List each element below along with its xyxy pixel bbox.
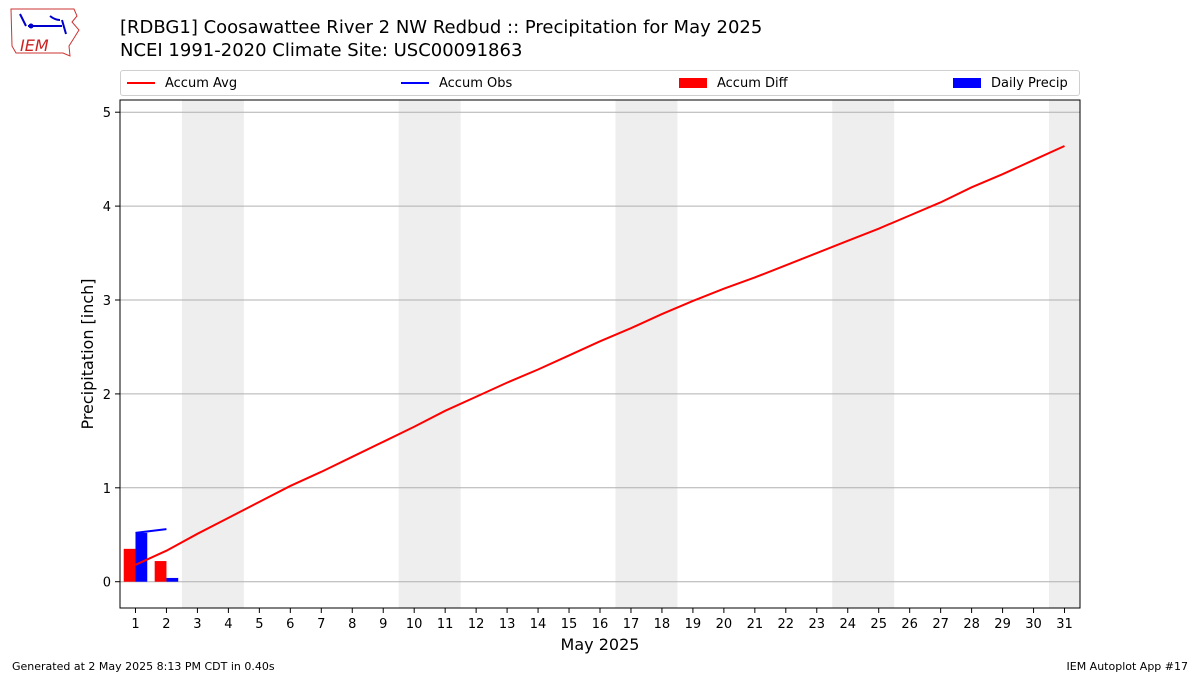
logo-text: IEM	[20, 36, 49, 55]
x-tick-label: 1	[131, 617, 139, 632]
x-tick-label: 16	[592, 617, 609, 632]
bar-accum-diff	[154, 561, 167, 582]
x-tick-label: 17	[623, 617, 640, 632]
weekend-shade	[398, 100, 461, 608]
iem-logo: IEM	[10, 8, 80, 57]
x-tick-label: 30	[1025, 617, 1042, 632]
x-tick-label: 5	[255, 617, 263, 632]
x-tick-label: 18	[654, 617, 671, 632]
legend-label: Daily Precip	[991, 75, 1068, 91]
generated-timestamp: Generated at 2 May 2025 8:13 PM CDT in 0…	[12, 660, 275, 673]
x-tick-label: 12	[468, 617, 485, 632]
chart-legend: Accum Avg Accum Obs Accum Diff Daily Pre…	[120, 70, 1080, 96]
bar-daily-precip	[135, 532, 148, 582]
x-tick-label: 22	[778, 617, 795, 632]
x-tick-label: 27	[932, 617, 949, 632]
series-line-accum-obs	[135, 528, 167, 534]
legend-label: Accum Avg	[165, 75, 238, 91]
legend-swatch	[401, 82, 429, 84]
legend-label: Accum Diff	[717, 75, 788, 91]
x-tick-label: 9	[379, 617, 387, 632]
x-tick-label: 15	[561, 617, 578, 632]
x-tick-label: 20	[716, 617, 733, 632]
x-tick-label: 25	[870, 617, 887, 632]
weekend-shade	[832, 100, 895, 608]
x-tick-label: 2	[162, 617, 170, 632]
legend-swatch	[953, 78, 981, 88]
x-tick-label: 14	[530, 617, 547, 632]
x-tick-label: 19	[685, 617, 702, 632]
x-tick-label: 28	[963, 617, 980, 632]
legend-accum-obs: Accum Obs	[401, 71, 512, 95]
series-line-accum-avg	[135, 145, 1065, 566]
legend-accum-avg: Accum Avg	[127, 71, 237, 95]
y-axis-label: Precipitation [inch]	[78, 278, 97, 429]
x-tick-label: 24	[839, 617, 856, 632]
x-tick-label: 3	[193, 617, 201, 632]
legend-accum-diff: Accum Diff	[679, 71, 788, 95]
weekend-shade	[615, 100, 678, 608]
chart-subtitle: NCEI 1991-2020 Climate Site: USC00091863	[120, 40, 523, 61]
x-tick-label: 23	[809, 617, 826, 632]
y-tick-label: 2	[103, 388, 111, 403]
y-tick-label: 1	[103, 482, 111, 497]
x-tick-label: 4	[224, 617, 232, 632]
y-tick-label: 5	[103, 106, 111, 121]
x-tick-label: 10	[406, 617, 423, 632]
x-tick-label: 7	[317, 617, 325, 632]
x-tick-label: 26	[901, 617, 918, 632]
chart-title: [RDBG1] Coosawattee River 2 NW Redbud ::…	[120, 17, 763, 38]
bar-accum-diff	[123, 548, 136, 582]
weekend-shade	[1049, 100, 1080, 608]
weekend-shade	[181, 100, 244, 608]
app-label: IEM Autoplot App #17	[1066, 660, 1189, 673]
y-tick-label: 0	[103, 576, 111, 591]
legend-swatch	[679, 78, 707, 88]
x-tick-label: 11	[437, 617, 454, 632]
x-axis-label: May 2025	[561, 635, 640, 654]
y-tick-label: 3	[103, 294, 111, 309]
weather-station-icon	[19, 13, 67, 35]
bar-daily-precip	[166, 577, 179, 582]
legend-daily-precip: Daily Precip	[953, 71, 1068, 95]
x-tick-label: 29	[994, 617, 1011, 632]
x-tick-label: 21	[747, 617, 764, 632]
x-tick-label: 31	[1056, 617, 1073, 632]
x-tick-label: 8	[348, 617, 356, 632]
legend-label: Accum Obs	[439, 75, 513, 91]
y-tick-label: 4	[103, 200, 111, 215]
legend-swatch	[127, 82, 155, 84]
plot-frame	[119, 99, 1081, 609]
x-tick-label: 6	[286, 617, 294, 632]
x-tick-label: 13	[499, 617, 516, 632]
